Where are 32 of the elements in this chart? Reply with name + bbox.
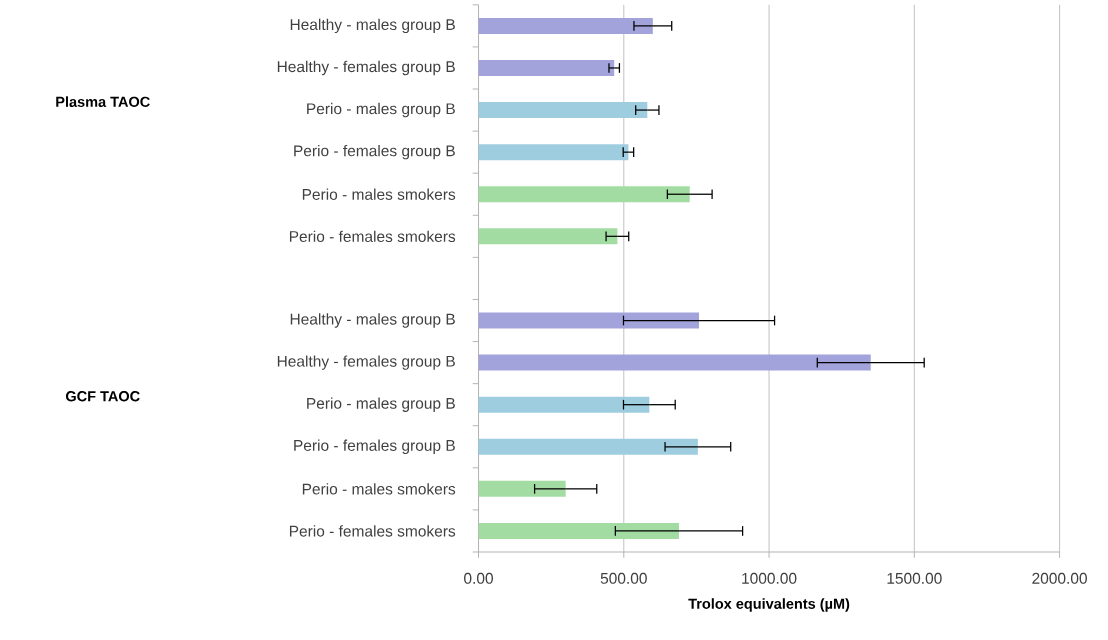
y-tick-label: Healthy - males group B bbox=[290, 18, 455, 34]
y-tick-label: Perio - males group B bbox=[307, 397, 455, 412]
x-tick-label: 2000.00 bbox=[1032, 572, 1087, 584]
text: Plasma TAOC bbox=[56, 96, 150, 107]
bar bbox=[478, 186, 690, 203]
bar bbox=[478, 522, 679, 539]
bar bbox=[478, 144, 629, 161]
x-axis-title: Trolox equivalents (µM) bbox=[688, 598, 850, 612]
y-tick-label: Healthy - males group B bbox=[290, 313, 455, 328]
bar bbox=[478, 17, 653, 34]
x-tick-label: 500.00 bbox=[600, 572, 647, 584]
y-tick-label: Perio - females smokers bbox=[289, 230, 456, 242]
bar bbox=[478, 312, 700, 329]
bar bbox=[478, 396, 650, 413]
bar bbox=[478, 480, 566, 497]
bar bbox=[478, 102, 648, 118]
y-tick-label: Healthy - females group B bbox=[277, 60, 455, 76]
bar bbox=[478, 354, 871, 371]
y-tick-label: Perio - males group B bbox=[307, 102, 455, 118]
y-tick-label: Perio - females group B bbox=[294, 144, 455, 160]
text: GCF TAOC bbox=[65, 391, 140, 402]
bar bbox=[478, 438, 698, 455]
bar bbox=[478, 228, 618, 245]
x-tick-label: 0.00 bbox=[464, 572, 493, 584]
x-tick-label: 1000.00 bbox=[742, 572, 797, 584]
y-tick-label: Healthy - females group B bbox=[277, 355, 455, 370]
y-tick-label: Perio - males smokers bbox=[302, 188, 456, 200]
y-tick-label: Perio - females smokers bbox=[289, 525, 456, 537]
y-tick-label: Perio - females group B bbox=[294, 439, 455, 454]
x-tick-label: 1500.00 bbox=[887, 572, 942, 584]
y-tick-label: Perio - males smokers bbox=[302, 483, 456, 495]
bar bbox=[478, 59, 615, 76]
